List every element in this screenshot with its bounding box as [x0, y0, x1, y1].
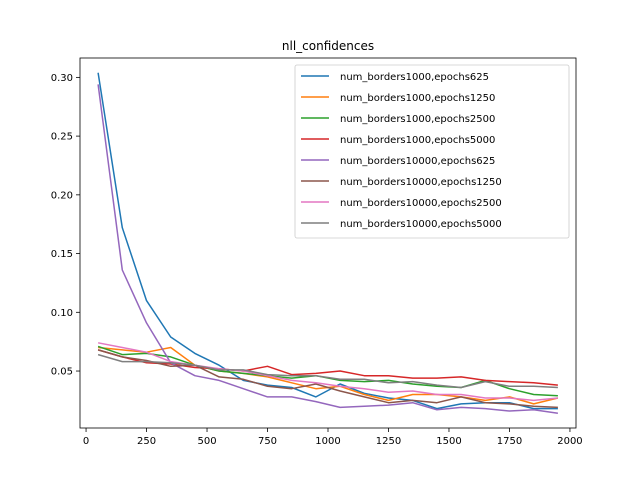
- x-tick-label: 750: [258, 436, 277, 447]
- series-line-5: [97, 349, 558, 409]
- legend-label: num_borders10000,epochs625: [340, 156, 495, 167]
- legend-box: [294, 64, 570, 239]
- series-line-0: [97, 72, 558, 410]
- y-tick-label: 0.25: [51, 132, 73, 143]
- series-line-7: [97, 353, 558, 389]
- series-line-4: [97, 84, 559, 415]
- x-tick-label: 0: [83, 436, 89, 447]
- y-axis: 0.05 0.10 0.15 0.20 0.25 0.30: [51, 73, 80, 378]
- legend-label: num_borders10000,epochs1250: [340, 177, 502, 188]
- legend-label: num_borders1000,epochs625: [340, 72, 489, 83]
- x-tick-label: 500: [197, 436, 216, 447]
- y-tick-label: 0.30: [51, 73, 73, 84]
- legend-label: num_borders10000,epochs5000: [340, 219, 502, 230]
- x-tick-label: 1750: [497, 436, 522, 447]
- x-tick-label: 1000: [315, 436, 340, 447]
- x-tick-label: 1500: [436, 436, 461, 447]
- series-lines: [97, 72, 559, 415]
- x-axis: 0 250 500 750 1000 1250 1500 1750 2000: [83, 428, 583, 447]
- legend-label: num_borders1000,epochs1250: [340, 93, 495, 104]
- y-tick-label: 0.10: [51, 308, 73, 319]
- y-tick-label: 0.20: [51, 190, 73, 201]
- legend-label: num_borders1000,epochs5000: [340, 135, 495, 146]
- x-tick-label: 2000: [557, 436, 582, 447]
- legend-label: num_borders10000,epochs2500: [340, 198, 502, 209]
- legend-label: num_borders1000,epochs2500: [340, 114, 495, 125]
- legend: num_borders1000,epochs625 num_borders1000…: [294, 64, 570, 239]
- y-tick-label: 0.15: [51, 249, 73, 260]
- chart-title: nll_confidences: [282, 39, 374, 53]
- series-line-6: [97, 342, 558, 402]
- x-tick-label: 1250: [376, 436, 401, 447]
- y-tick-label: 0.05: [51, 367, 73, 378]
- x-tick-label: 250: [137, 436, 156, 447]
